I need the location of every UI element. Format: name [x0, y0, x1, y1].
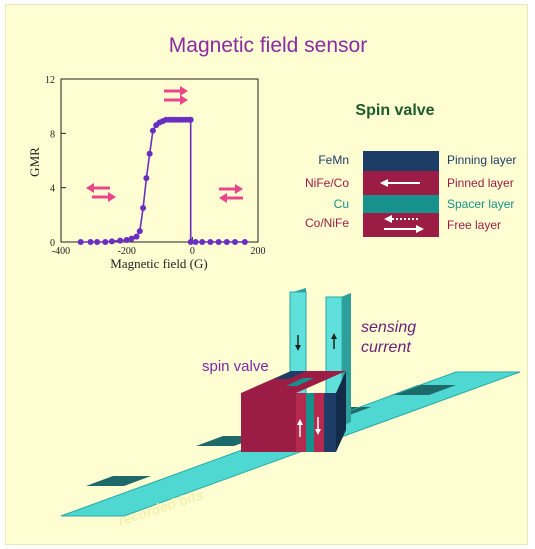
data-point: [207, 239, 214, 245]
material-cu: Cu: [334, 197, 349, 211]
gmr-curve: [80, 119, 245, 243]
spin-valve-heading: Spin valve: [355, 102, 434, 119]
y-tick-label: 8: [50, 129, 55, 140]
y-tick-label: 4: [50, 184, 55, 195]
free-layer-up-arrow-icon: [297, 419, 303, 437]
material-femn: FeMn: [318, 153, 349, 167]
spin-valve-block: [241, 371, 346, 452]
pinned-layer-down-arrow-icon: [315, 417, 321, 435]
layer-stack: [363, 151, 439, 237]
data-point: [223, 239, 230, 245]
current-up-arrow-icon: [331, 333, 337, 349]
data-point: [199, 239, 206, 245]
layer-label-pinning: Pinning layer: [447, 153, 516, 167]
gmr-chart: 0 4 8 12 -400 -200 0 200 Magnetic field (G) GM…: [27, 75, 266, 271]
data-point: [77, 239, 84, 245]
data-point: [146, 150, 153, 157]
material-co-nife: Co/NiFe: [305, 216, 349, 230]
spin-valve-label: spin valve: [202, 358, 269, 375]
data-point: [133, 233, 140, 240]
free-arrow-dotted-icon: [384, 215, 418, 223]
data-point: [128, 235, 135, 242]
layer-label-spacer: Spacer layer: [447, 197, 514, 211]
data-point: [187, 116, 194, 123]
data-point: [187, 239, 194, 245]
data-point: [94, 239, 101, 245]
x-tick-label: 0: [190, 246, 195, 257]
chart-frame: [60, 78, 259, 243]
data-point: [192, 239, 199, 245]
data-point: [117, 237, 124, 244]
x-tick-label: -200: [117, 246, 135, 257]
layer-pinning: [363, 151, 439, 171]
layer-label-pinned: Pinned layer: [447, 176, 514, 190]
y-tick-label: 0: [50, 238, 55, 249]
data-point: [149, 127, 156, 134]
diagram-canvas: Magnetic field sensor 0 4 8 12 -400 -200 0 200…: [27, 34, 521, 529]
data-point: [241, 239, 248, 245]
data-point: [87, 239, 94, 245]
data-point: [143, 175, 150, 182]
data-point: [140, 205, 147, 212]
slide: Magnetic field sensor 0 4 8 12 -400 -200 0 200…: [5, 4, 528, 545]
layer-spacer: [363, 195, 439, 213]
series-lines: [80, 119, 245, 243]
page-title: Magnetic field sensor: [169, 34, 367, 57]
y-tick-label: 12: [45, 75, 55, 86]
x-axis-label: Magnetic field (G): [110, 256, 207, 271]
arrows-left-antiparallel: [86, 183, 116, 202]
x-tick-label: 200: [251, 246, 266, 257]
data-point: [108, 238, 115, 245]
layer-free: [363, 213, 439, 237]
free-arrow-icon: [384, 225, 424, 233]
x-tick-label: -400: [52, 246, 70, 257]
arrows-right-antiparallel: [219, 184, 243, 203]
data-point: [123, 236, 130, 243]
current-down-arrow-icon: [295, 335, 301, 351]
data-point: [102, 239, 109, 245]
material-labels: FeMn NiFe/Co Cu Co/NiFe: [305, 153, 349, 230]
y-axis-label: GMR: [27, 147, 42, 177]
data-point: [232, 239, 239, 245]
series-points: [77, 116, 248, 245]
layer-label-free: Free layer: [447, 218, 501, 232]
data-point: [136, 228, 143, 235]
arrows-top-parallel: [164, 86, 188, 105]
layer-labels: Pinning layer Pinned layer Spacer layer …: [447, 153, 516, 232]
pinned-arrow-icon: [380, 179, 420, 187]
current-label: current: [361, 339, 411, 356]
data-point: [215, 239, 222, 245]
y-axis: 0 4 8 12: [45, 75, 66, 249]
sensing-label: sensing: [361, 319, 416, 336]
material-nife-co: NiFe/Co: [305, 176, 349, 190]
